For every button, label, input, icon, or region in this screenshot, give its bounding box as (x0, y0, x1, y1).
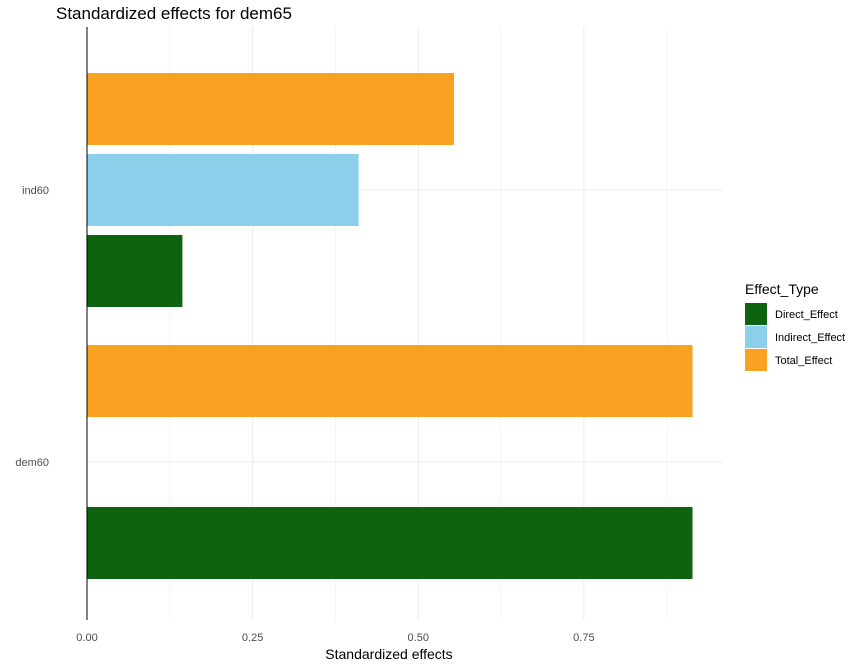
legend-key-total-effect (745, 349, 767, 371)
bar-ind60-indirect-effect (87, 154, 359, 226)
legend-items: Direct_Effect Indirect_Effect Total_Effect (745, 303, 845, 371)
y-tick-label: ind60 (22, 185, 49, 197)
x-tick-label: 0.75 (573, 632, 594, 644)
legend-label-indirect-effect: Indirect_Effect (775, 332, 845, 344)
legend-key-indirect-effect (745, 326, 767, 348)
x-tick-label: 0.50 (408, 632, 429, 644)
bar-ind60-total-effect (87, 73, 455, 145)
chart-title: Standardized effects for dem65 (56, 4, 292, 23)
x-tick-label: 0.25 (242, 632, 263, 644)
legend-label-direct-effect: Direct_Effect (775, 309, 838, 321)
bars (87, 73, 693, 579)
bar-ind60-direct-effect (87, 235, 183, 307)
legend: Effect_Type Direct_Effect Indirect_Effect… (745, 281, 845, 371)
x-axis-title: Standardized effects (325, 646, 452, 662)
y-tick-label: dem60 (15, 457, 49, 469)
legend-title: Effect_Type (745, 281, 819, 297)
legend-key-direct-effect (745, 303, 767, 325)
legend-label-total-effect: Total_Effect (775, 355, 832, 367)
x-tick-label: 0.00 (76, 632, 97, 644)
bar-dem60-direct-effect (87, 507, 693, 579)
y-tick-labels: ind60 dem60 (15, 185, 49, 469)
x-tick-labels: 0.00 0.25 0.50 0.75 (76, 632, 594, 644)
bar-dem60-total-effect (87, 345, 693, 417)
